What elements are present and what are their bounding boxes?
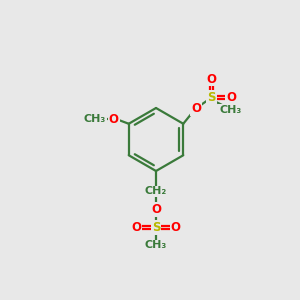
Text: S: S [152, 221, 160, 234]
Text: O: O [109, 113, 119, 126]
Text: S: S [207, 91, 216, 104]
Text: CH₂: CH₂ [145, 186, 167, 197]
Text: O: O [226, 91, 236, 104]
Text: O: O [191, 102, 201, 115]
Text: O: O [151, 203, 161, 216]
Text: CH₃: CH₃ [219, 105, 242, 115]
Text: O: O [170, 221, 181, 234]
Text: CH₃: CH₃ [145, 240, 167, 250]
Text: O: O [131, 221, 142, 234]
Text: O: O [206, 73, 217, 85]
Text: CH₃: CH₃ [84, 114, 106, 124]
